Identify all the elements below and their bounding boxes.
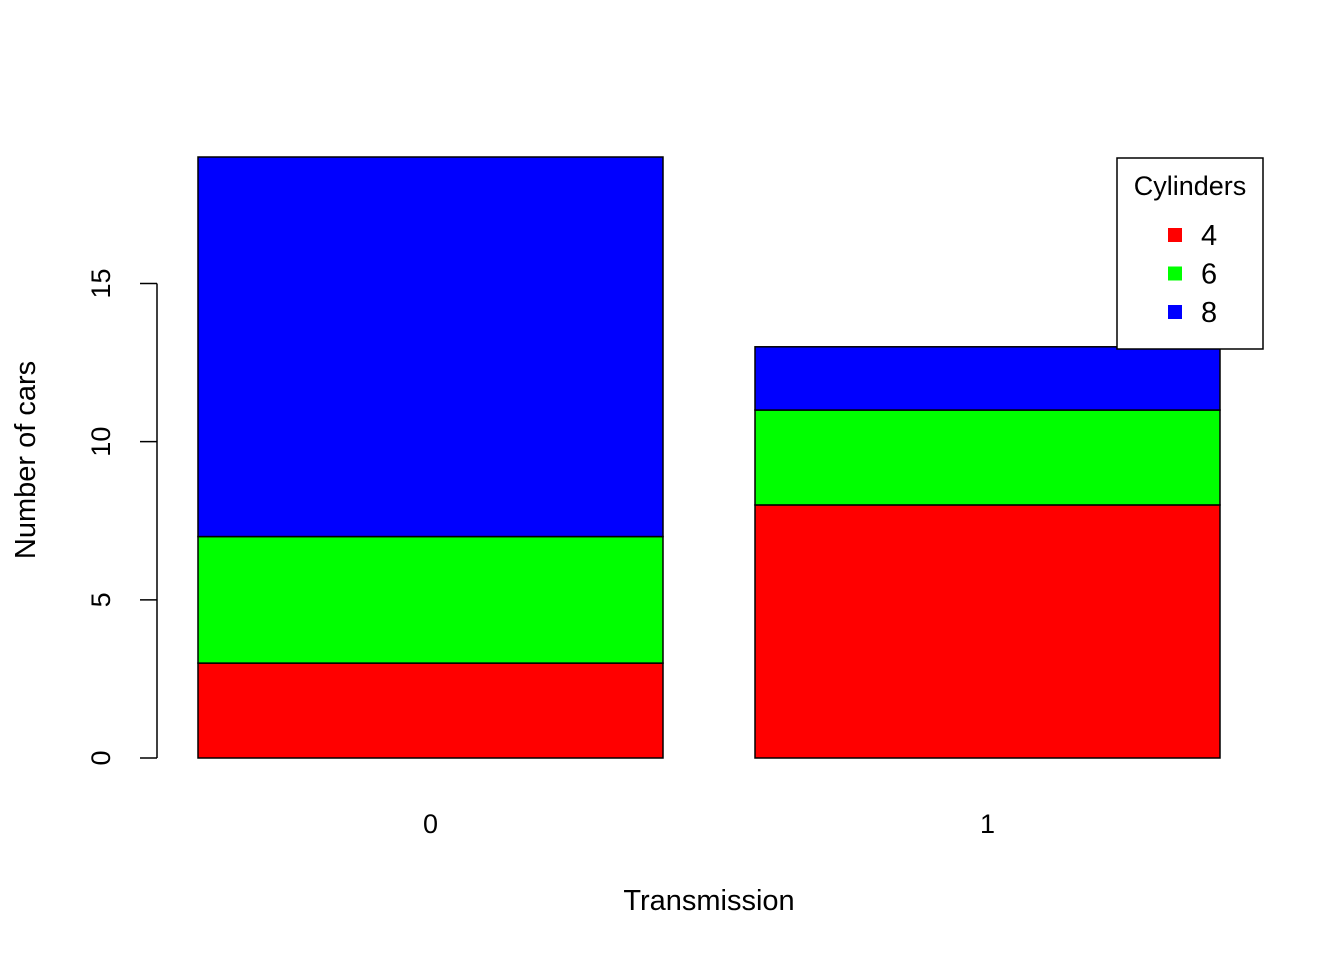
legend-label-8: 8 — [1201, 297, 1217, 329]
bar-segment-0-cyl-8 — [197, 156, 664, 538]
x-tick-label: 0 — [423, 809, 438, 839]
y-tick-label: 10 — [86, 427, 116, 457]
y-axis-label: Number of cars — [10, 361, 42, 559]
bar-segment-0-cyl-4 — [197, 662, 664, 759]
legend-title: Cylinders — [1134, 171, 1247, 201]
bar-segment-0-cyl-6 — [197, 535, 664, 664]
legend-label-4: 4 — [1201, 220, 1217, 252]
bars-group — [197, 156, 1221, 759]
bar-segment-1-cyl-6 — [754, 409, 1221, 506]
y-tick-label: 0 — [86, 750, 116, 765]
legend-label-6: 6 — [1201, 259, 1217, 291]
x-axis-label: Transmission — [623, 885, 794, 917]
legend: Cylinders 4 6 8 — [1116, 157, 1264, 350]
legend-swatch-4 — [1168, 228, 1182, 242]
y-tick-label: 15 — [86, 269, 116, 299]
bar-segment-1-cyl-4 — [754, 504, 1221, 759]
y-axis: 0 5 10 15 — [86, 269, 158, 766]
legend-box — [1116, 157, 1264, 350]
y-tick-label: 5 — [86, 592, 116, 607]
bar-segment-1-cyl-8 — [754, 346, 1221, 411]
legend-items: 4 6 8 — [1168, 220, 1217, 329]
x-tick-label: 1 — [980, 809, 995, 839]
legend-swatch-8 — [1168, 305, 1182, 319]
legend-swatch-6 — [1168, 266, 1182, 281]
